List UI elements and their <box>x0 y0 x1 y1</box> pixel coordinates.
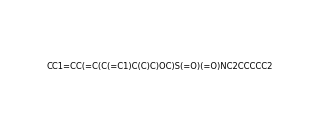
Text: CC1=CC(=C(C(=C1)C(C)C)OC)S(=O)(=O)NC2CCCCC2: CC1=CC(=C(C(=C1)C(C)C)OC)S(=O)(=O)NC2CCC… <box>47 62 273 70</box>
